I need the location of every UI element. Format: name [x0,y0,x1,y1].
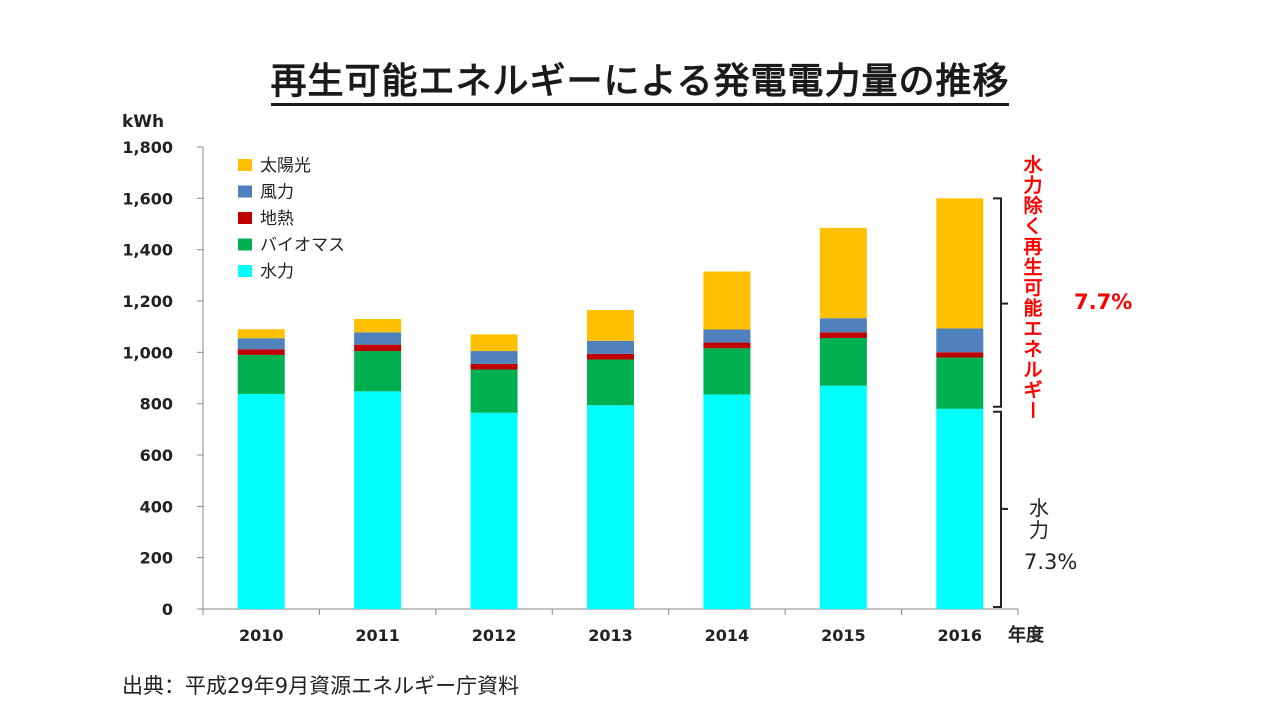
renewable-label-char: ギ [1023,380,1042,402]
bar-segment [936,357,984,409]
renewable-percent: 7.7% [1074,290,1132,314]
legend-swatch [238,185,252,198]
renewable-label-char: 除 [1023,194,1043,217]
bar-segment [819,332,867,338]
bracket-renewable [993,197,1002,408]
y-tick-label: 1,600 [122,189,173,208]
bar-segment [237,393,285,609]
renewable-label-char: 再 [1023,236,1042,258]
hydro-percent: 7.3% [1024,550,1077,574]
y-tick-label: 1,000 [122,343,173,362]
bar-segment [470,412,518,609]
bar-segment [703,394,751,609]
bar-segment [587,353,634,360]
bar-segment [237,338,285,350]
renewable-label-char: 力 [1023,174,1042,197]
bar-segment [819,385,867,609]
bar-segment [354,344,402,352]
bar-segment [470,351,518,364]
bar-segment [936,328,984,353]
bar-segment [587,359,634,406]
y-tick-label: 0 [162,600,173,619]
y-tick-label: 200 [140,549,173,568]
bar-segment [470,334,518,352]
renewable-label-char: ー [1021,400,1043,419]
source-note: 出典：平成29年9月資源エネルギー庁資料 [122,674,520,698]
chart-title: 再生可能エネルギーによる発電電力量の推移 [0,52,1280,106]
renewable-label-char: エ [1023,318,1042,340]
x-tick-label: 2015 [821,626,866,645]
renewable-label-char: 生 [1023,256,1042,279]
legend-label: 地熱 [260,209,294,229]
plot-area: 0 200 400 600 800 1,000 1,200 1,400 1,600 1,800 kW… [122,112,1045,646]
bar-segment [237,349,285,355]
y-tick-label: 600 [140,446,173,465]
bar-segment [936,352,984,358]
bar-segment [470,363,518,370]
bar-segment [354,351,402,392]
bar-segment [819,337,867,386]
x-tick-label: 2010 [239,626,284,645]
x-tick-label: 2012 [472,626,517,645]
legend-label: 水力 [260,262,294,282]
bar-segment [703,348,751,395]
renewable-label-char: 水 [1023,154,1043,176]
bracket-hydro [993,410,1002,608]
y-tick-label: 400 [140,497,173,516]
bar-segment [470,369,518,413]
y-tick-label: 1,400 [122,241,173,260]
x-axis-label: 年度 [1008,624,1045,646]
renewable-label-char: ル [1023,359,1042,381]
bar-segment [354,318,402,333]
y-tick-label: 1,200 [122,292,173,311]
bar-segment [703,342,751,349]
renewable-label-char: ネ [1023,339,1042,361]
hydro-label-char: 水 [1029,496,1049,520]
renewable-label-char: く [1023,216,1042,238]
bar-segment [237,354,285,394]
bar-segment [703,271,751,330]
x-tick-label: 2016 [938,626,983,645]
bar-segment [819,227,867,319]
renewable-label-char: 能 [1023,297,1042,320]
legend-swatch [238,238,252,251]
legend-swatch [238,212,252,224]
bar-segment [936,198,984,329]
y-tick-label: 800 [140,395,173,414]
bar-segment [703,329,751,343]
y-tick-label: 1,800 [122,138,173,157]
bar-segment [819,318,867,333]
x-tick-label: 2011 [355,626,400,645]
x-tick-label: 2013 [588,626,633,645]
legend-label: 太陽光 [260,156,311,176]
renewable-label-char: 可 [1023,277,1042,299]
hydro-label-char: 力 [1029,518,1049,542]
legend-label: バイオマス [260,236,345,256]
bar-segment [936,408,984,609]
bar-segment [237,329,285,339]
legend-swatch [238,159,252,171]
y-axis-label: kWh [122,112,164,132]
bar-segment [354,391,402,609]
bar-segment [587,309,634,341]
x-tick-label: 2014 [705,626,750,645]
bar-segment [587,340,634,354]
legend-label: 風力 [260,183,294,203]
bar-segment [354,332,402,345]
legend-swatch [238,265,252,277]
bar-segment [587,405,634,609]
